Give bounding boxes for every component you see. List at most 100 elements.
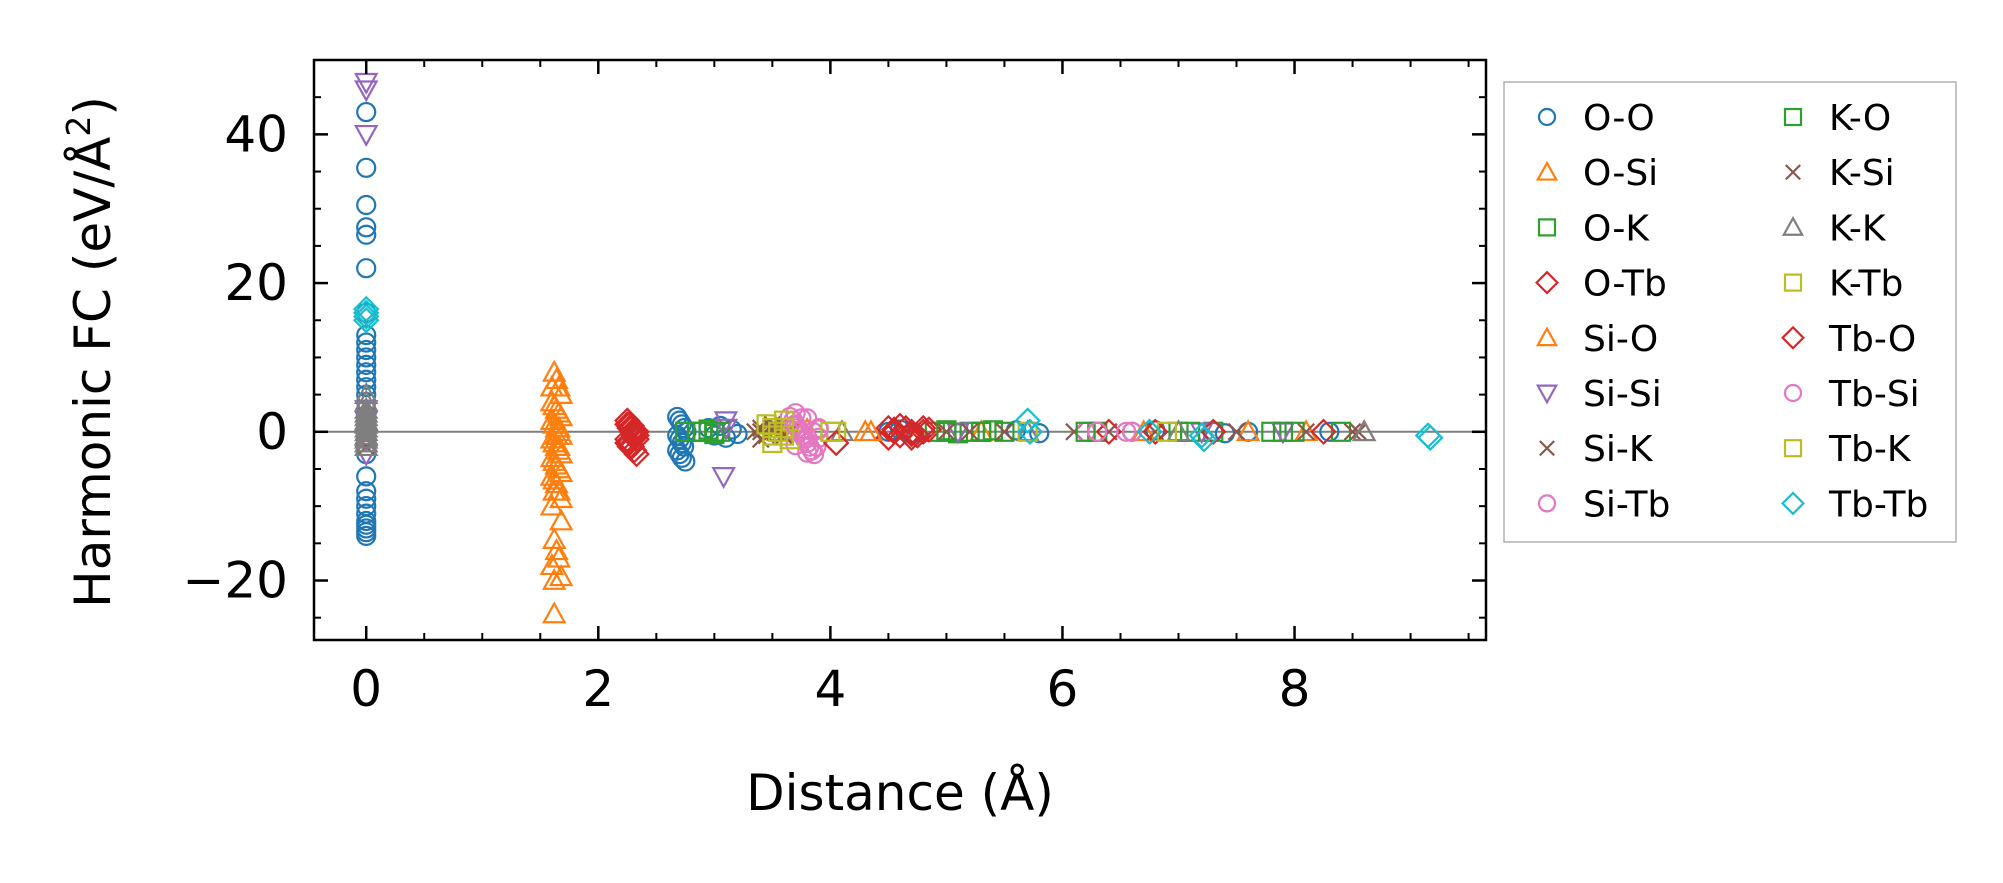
plot-area: 0 2 4 6 8 −20 0 20 40 (182, 58, 1488, 718)
legend-marker (1781, 215, 1805, 236)
legend-label: Tb-Tb (1828, 484, 1928, 525)
legend-entry-si-si: Si-Si (1535, 374, 1662, 415)
series-tb-o (616, 414, 1337, 457)
data-point (352, 299, 380, 327)
data-point (773, 417, 795, 439)
data-point (352, 307, 380, 334)
legend-entry-k-si: K-Si (1785, 153, 1895, 194)
data-point (541, 567, 567, 590)
data-point (356, 325, 377, 346)
legend-marker (1781, 491, 1805, 516)
data-point (820, 421, 841, 442)
data-point (1014, 407, 1041, 434)
data-point (698, 419, 719, 440)
legend-entry-si-k: Si-K (1539, 429, 1654, 470)
legend-entry-k-tb: K-Tb (1783, 264, 1903, 305)
data-point (548, 564, 574, 587)
legend-label: K-Tb (1829, 264, 1903, 305)
data-point (797, 408, 818, 429)
data-point (937, 422, 956, 441)
data-point (713, 418, 739, 441)
legend-label: Si-K (1583, 429, 1654, 470)
legend-label: Si-Si (1583, 374, 1662, 415)
legend-marker (1535, 270, 1559, 295)
legend-label: O-K (1583, 208, 1650, 249)
axes-frame (312, 58, 1488, 642)
legend-entry-si-tb: Si-Tb (1537, 484, 1670, 525)
legend-label: Tb-K (1828, 429, 1912, 470)
legend-label: Tb-Si (1828, 374, 1920, 415)
data-point (858, 419, 884, 442)
data-point (616, 414, 643, 442)
data-point (356, 347, 377, 368)
data-point (1330, 421, 1352, 442)
data-point (904, 422, 931, 449)
data-point (623, 440, 650, 468)
data-point (356, 488, 377, 509)
legend-label: Si-O (1583, 319, 1658, 360)
data-point (1190, 425, 1218, 453)
data-point (1166, 419, 1191, 442)
data-point (356, 258, 377, 279)
legend-marker (1535, 160, 1559, 181)
legend-label: O-O (1583, 98, 1655, 139)
data-point (356, 354, 377, 375)
data-point (1351, 419, 1377, 442)
data-point (353, 72, 379, 95)
data-point (1343, 422, 1362, 441)
data-point (1156, 421, 1177, 442)
data-point (544, 422, 569, 445)
data-point (785, 415, 806, 436)
legend-frame (1503, 81, 1957, 543)
legend-label: K-K (1829, 208, 1887, 249)
x-tick-label: 8 (1279, 660, 1311, 718)
x-tick-label: 0 (350, 660, 382, 718)
data-point (541, 527, 567, 549)
legend-marker (1537, 218, 1557, 237)
data-point (356, 101, 377, 123)
axis-tick-labels: 0 2 4 6 8 −20 0 20 40 (182, 105, 1310, 718)
data-point (356, 466, 377, 487)
x-tick-label: 4 (814, 660, 846, 718)
data-point (356, 481, 377, 502)
data-point (353, 434, 379, 457)
data-point (762, 425, 783, 446)
data-point (356, 157, 377, 178)
data-point (1016, 418, 1044, 446)
data-point (356, 332, 377, 353)
data-point (539, 374, 565, 397)
data-point (898, 424, 925, 451)
legend-marker (1785, 164, 1801, 181)
y-axis-label: Harmonic FC (eV/Å2) (59, 96, 122, 608)
data-point (353, 419, 379, 442)
data-point (621, 422, 648, 449)
legend-label: Tb-O (1828, 319, 1916, 360)
data-point (886, 422, 914, 449)
legend-marker (1537, 494, 1557, 513)
x-tick-label: 6 (1047, 660, 1079, 718)
data-point (1227, 422, 1246, 441)
data-point (994, 421, 1015, 442)
data-point (1136, 418, 1163, 446)
legend-marker (1783, 383, 1803, 403)
data-point (353, 422, 379, 445)
data-point (1029, 423, 1050, 444)
data-point (353, 426, 379, 449)
data-point (704, 421, 725, 442)
data-point (1121, 421, 1143, 442)
data-point (1272, 421, 1294, 442)
legend-marker (1783, 439, 1803, 458)
data-points (352, 72, 1444, 624)
data-point (356, 369, 377, 390)
legend-entry-o-o: O-O (1537, 98, 1655, 139)
data-point (548, 486, 574, 509)
legend-label: K-Si (1829, 153, 1895, 194)
data-point (785, 403, 806, 424)
legend-marker (1535, 384, 1559, 405)
data-point (539, 493, 565, 516)
data-point (909, 418, 937, 446)
data-point (711, 467, 736, 490)
data-point (356, 377, 377, 398)
data-point (671, 447, 692, 468)
legend-entry-tb-tb: Tb-Tb (1781, 484, 1928, 525)
